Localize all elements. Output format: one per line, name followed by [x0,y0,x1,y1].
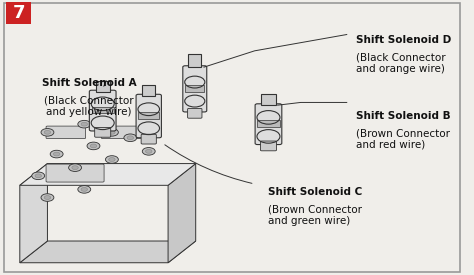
FancyBboxPatch shape [95,127,111,137]
FancyBboxPatch shape [138,112,159,119]
Polygon shape [168,164,196,263]
FancyBboxPatch shape [260,141,276,151]
Circle shape [35,174,41,178]
FancyBboxPatch shape [255,104,282,145]
Polygon shape [20,164,47,263]
FancyBboxPatch shape [46,164,104,182]
FancyBboxPatch shape [141,134,156,144]
FancyBboxPatch shape [183,66,207,112]
Circle shape [146,149,152,153]
Text: Shift Solenoid D: Shift Solenoid D [356,35,451,45]
Text: (Black Connector
and orange wire): (Black Connector and orange wire) [356,52,446,74]
Circle shape [81,122,88,126]
Text: 7: 7 [12,4,25,22]
Circle shape [69,164,82,171]
Circle shape [44,130,51,134]
Circle shape [78,120,91,128]
Circle shape [81,188,88,191]
Polygon shape [20,164,196,185]
FancyBboxPatch shape [4,3,460,272]
Circle shape [32,172,45,180]
Circle shape [50,150,63,158]
FancyBboxPatch shape [6,2,31,24]
Text: Shift Solenoid B: Shift Solenoid B [356,111,451,121]
FancyBboxPatch shape [189,54,201,67]
Circle shape [54,152,60,156]
Text: (Black Connector
and yellow wire): (Black Connector and yellow wire) [44,96,134,117]
Circle shape [124,134,137,142]
Text: (Brown Connector
and red wire): (Brown Connector and red wire) [356,128,450,150]
Text: Shift Solenoid C: Shift Solenoid C [268,187,363,197]
Circle shape [90,144,97,148]
FancyBboxPatch shape [136,94,162,138]
Circle shape [87,142,100,150]
Text: (Brown Connector
and green wire): (Brown Connector and green wire) [268,204,363,226]
Circle shape [41,194,54,201]
FancyBboxPatch shape [142,85,155,96]
FancyBboxPatch shape [91,106,114,113]
Polygon shape [20,241,196,263]
FancyBboxPatch shape [89,90,116,131]
FancyBboxPatch shape [46,126,86,139]
FancyBboxPatch shape [95,81,110,92]
Circle shape [44,196,51,199]
Circle shape [105,156,118,163]
Text: Shift Solenoid A: Shift Solenoid A [42,78,136,88]
Circle shape [78,186,91,193]
Circle shape [109,130,115,134]
Circle shape [105,128,118,136]
Circle shape [109,158,115,161]
Circle shape [142,148,155,155]
FancyBboxPatch shape [188,108,202,118]
Circle shape [41,128,54,136]
Circle shape [127,136,134,140]
FancyBboxPatch shape [261,94,276,105]
FancyBboxPatch shape [185,85,204,92]
FancyBboxPatch shape [257,120,280,127]
FancyBboxPatch shape [101,126,141,139]
Circle shape [72,166,78,170]
